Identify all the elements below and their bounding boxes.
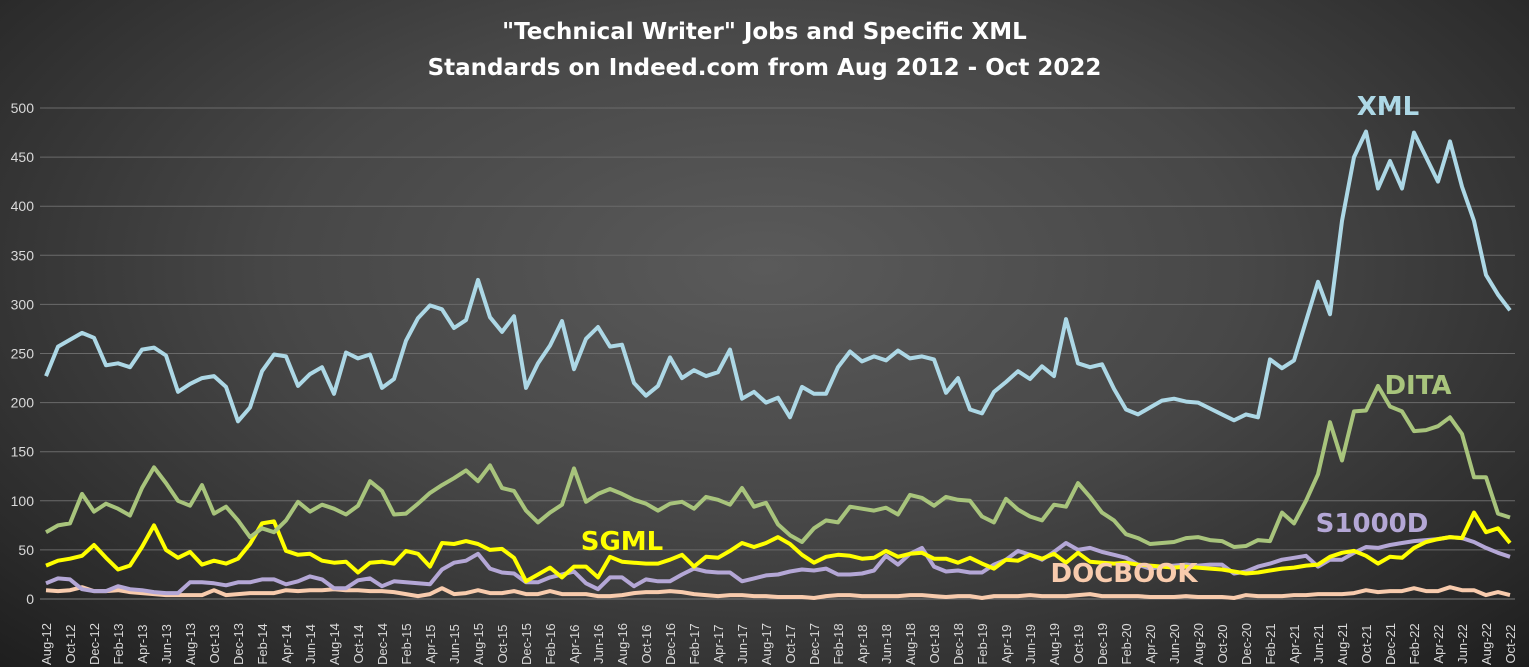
x-tick-label: Aug-19 — [1047, 623, 1062, 665]
x-tick-label: Feb-22 — [1407, 623, 1422, 664]
x-tick-label: Jun-22 — [1455, 624, 1470, 664]
x-tick-label: Aug-16 — [615, 623, 630, 665]
x-tick-label: Apr-20 — [1143, 624, 1158, 663]
y-tick-label: 250 — [11, 346, 35, 362]
series-line-sgml — [45, 510, 1512, 584]
x-tick-label: Aug-12 — [39, 623, 54, 665]
x-tick-label: Oct-20 — [1215, 624, 1230, 663]
x-tick-label: Feb-15 — [399, 623, 414, 664]
x-tick-label: Dec-20 — [1239, 623, 1254, 665]
title-line-1: "Technical Writer" Jobs and Specific XML — [502, 19, 1027, 45]
x-tick-label: Jun-18 — [879, 624, 894, 664]
x-tick-label: Oct-13 — [207, 624, 222, 663]
x-tick-label: Jun-15 — [447, 624, 462, 664]
y-tick-label: 150 — [11, 444, 35, 460]
y-tick-label: 400 — [11, 198, 35, 214]
x-tick-label: Apr-13 — [135, 624, 150, 663]
x-tick-label: Jun-19 — [1023, 624, 1038, 664]
x-tick-label: Jun-21 — [1311, 624, 1326, 664]
x-tick-label: Oct-17 — [783, 624, 798, 663]
x-tick-label: Aug-15 — [471, 623, 486, 665]
series-label-s1000d: S1000D — [1316, 509, 1429, 539]
x-tick-label: Aug-17 — [759, 623, 774, 665]
x-tick-label: Dec-21 — [1383, 623, 1398, 665]
x-tick-label: Oct-15 — [495, 624, 510, 663]
y-tick-label: 200 — [11, 395, 35, 411]
x-tick-label: Feb-13 — [111, 623, 126, 664]
x-tick-label: Dec-19 — [1095, 623, 1110, 665]
x-tick-label: Jun-14 — [303, 624, 318, 664]
x-tick-label: Oct-21 — [1359, 624, 1374, 663]
x-tick-label: Feb-17 — [687, 623, 702, 664]
x-tick-label: Aug-22 — [1479, 623, 1494, 665]
x-tick-label: Jun-16 — [591, 624, 606, 664]
series-label-xml: XML — [1357, 92, 1420, 122]
x-tick-label: Aug-21 — [1335, 623, 1350, 665]
x-tick-label: Dec-16 — [663, 623, 678, 665]
x-tick-label: Feb-14 — [255, 623, 270, 664]
series-line-docbook — [45, 585, 1511, 600]
x-tick-label: Oct-18 — [927, 624, 942, 663]
x-tick-label: Feb-20 — [1119, 623, 1134, 664]
x-tick-label: Oct-16 — [639, 624, 654, 663]
x-tick-label: Apr-14 — [279, 624, 294, 663]
series-label-sgml: SGML — [581, 527, 664, 557]
series-line-s1000d — [45, 535, 1511, 596]
y-tick-label: 450 — [11, 149, 35, 165]
x-tick-label: Apr-18 — [855, 624, 870, 663]
x-tick-label: Dec-12 — [87, 623, 102, 665]
y-tick-label: 500 — [11, 100, 35, 116]
x-tick-label: Jun-17 — [735, 624, 750, 664]
x-tick-label: Feb-19 — [975, 623, 990, 664]
y-tick-label: 300 — [11, 296, 35, 312]
series-label-docbook: DOCBOOK — [1051, 559, 1199, 589]
y-tick-label: 50 — [18, 542, 34, 558]
x-tick-label: Apr-19 — [999, 624, 1014, 663]
x-tick-label: Feb-18 — [831, 623, 846, 664]
y-tick-label: 350 — [11, 247, 35, 263]
x-tick-label: Feb-21 — [1263, 623, 1278, 664]
x-tick-label: Aug-20 — [1191, 623, 1206, 665]
x-tick-label: Apr-15 — [423, 624, 438, 663]
x-tick-label: Apr-22 — [1431, 624, 1446, 663]
x-tick-label: Dec-18 — [951, 623, 966, 665]
x-tick-label: Dec-13 — [231, 623, 246, 665]
x-tick-label: Dec-15 — [519, 623, 534, 665]
title-line-2: Standards on Indeed.com from Aug 2012 - … — [427, 55, 1102, 81]
series-line-dita — [45, 383, 1511, 549]
series-label-dita: DITA — [1384, 371, 1451, 401]
x-tick-label: Dec-14 — [375, 623, 390, 665]
x-tick-label: Oct-14 — [351, 624, 366, 663]
x-tick-label: Apr-21 — [1287, 624, 1302, 663]
x-tick-label: Feb-16 — [543, 623, 558, 664]
x-tick-label: Oct-12 — [63, 624, 78, 663]
x-tick-label: Dec-17 — [807, 623, 822, 665]
x-tick-label: Apr-17 — [711, 624, 726, 663]
x-tick-label: Jun-13 — [159, 624, 174, 664]
x-tick-label: Aug-13 — [183, 623, 198, 665]
y-tick-label: 100 — [11, 493, 35, 509]
x-tick-label: Aug-18 — [903, 623, 918, 665]
x-tick-label: Aug-14 — [327, 623, 342, 665]
y-tick-label: 0 — [26, 591, 34, 607]
chart-title: "Technical Writer" Jobs and Specific XML… — [0, 14, 1529, 86]
x-tick-label: Oct-22 — [1503, 624, 1518, 663]
x-tick-label: Jun-20 — [1167, 624, 1182, 664]
x-tick-label: Apr-16 — [567, 624, 582, 663]
series-line-xml — [44, 129, 1512, 424]
x-tick-label: Oct-19 — [1071, 624, 1086, 663]
